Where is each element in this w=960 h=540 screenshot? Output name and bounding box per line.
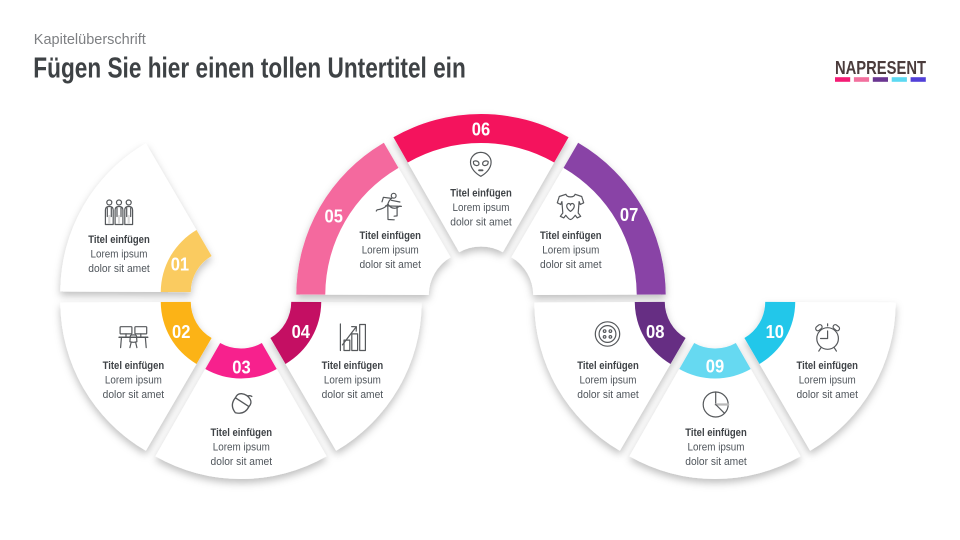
svg-text:Titel einfügen: Titel einfügen [88,234,150,246]
svg-text:06: 06 [472,119,490,140]
svg-text:dolor sit amet: dolor sit amet [450,216,512,228]
svg-text:Titel einfügen: Titel einfügen [796,360,858,372]
svg-text:dolor sit amet: dolor sit amet [103,389,165,401]
svg-text:Lorem ipsum: Lorem ipsum [105,375,162,387]
svg-text:Titel einfügen: Titel einfügen [540,230,602,242]
svg-text:Titel einfügen: Titel einfügen [322,360,384,372]
svg-text:Titel einfügen: Titel einfügen [103,360,165,372]
svg-text:dolor sit amet: dolor sit amet [577,389,639,401]
svg-text:07: 07 [620,204,638,225]
svg-text:05: 05 [325,205,343,226]
svg-text:Lorem ipsum: Lorem ipsum [688,441,745,453]
svg-text:Lorem ipsum: Lorem ipsum [324,375,381,387]
svg-text:dolor sit amet: dolor sit amet [685,456,747,468]
svg-text:09: 09 [706,356,724,377]
svg-text:Titel einfügen: Titel einfügen [685,427,747,439]
svg-text:Titel einfügen: Titel einfügen [577,360,639,372]
svg-text:dolor sit amet: dolor sit amet [88,263,150,275]
svg-text:Lorem ipsum: Lorem ipsum [799,375,856,387]
svg-text:Titel einfügen: Titel einfügen [359,230,421,242]
svg-text:04: 04 [292,321,311,342]
svg-text:dolor sit amet: dolor sit amet [359,259,421,271]
svg-text:Fügen Sie hier einen tollen Un: Fügen Sie hier einen tollen Untertitel e… [33,53,466,85]
svg-text:03: 03 [232,356,250,377]
svg-text:01: 01 [171,253,189,274]
svg-text:Lorem ipsum: Lorem ipsum [213,441,270,453]
svg-text:Lorem ipsum: Lorem ipsum [580,375,637,387]
svg-text:dolor sit amet: dolor sit amet [322,389,384,401]
svg-text:NAPRESENT: NAPRESENT [835,57,927,78]
svg-text:Lorem ipsum: Lorem ipsum [91,249,148,261]
svg-text:08: 08 [646,321,664,342]
svg-text:Lorem ipsum: Lorem ipsum [542,245,599,257]
svg-text:10: 10 [766,321,784,342]
svg-text:Lorem ipsum: Lorem ipsum [362,245,419,257]
svg-text:dolor sit amet: dolor sit amet [211,456,273,468]
svg-text:Kapitelüberschrift: Kapitelüberschrift [34,32,146,48]
svg-text:dolor sit amet: dolor sit amet [796,389,858,401]
svg-text:Titel einfügen: Titel einfügen [450,187,512,199]
svg-text:02: 02 [172,321,190,342]
svg-text:dolor sit amet: dolor sit amet [540,259,602,271]
svg-text:Lorem ipsum: Lorem ipsum [453,202,510,214]
svg-text:Titel einfügen: Titel einfügen [211,427,273,439]
